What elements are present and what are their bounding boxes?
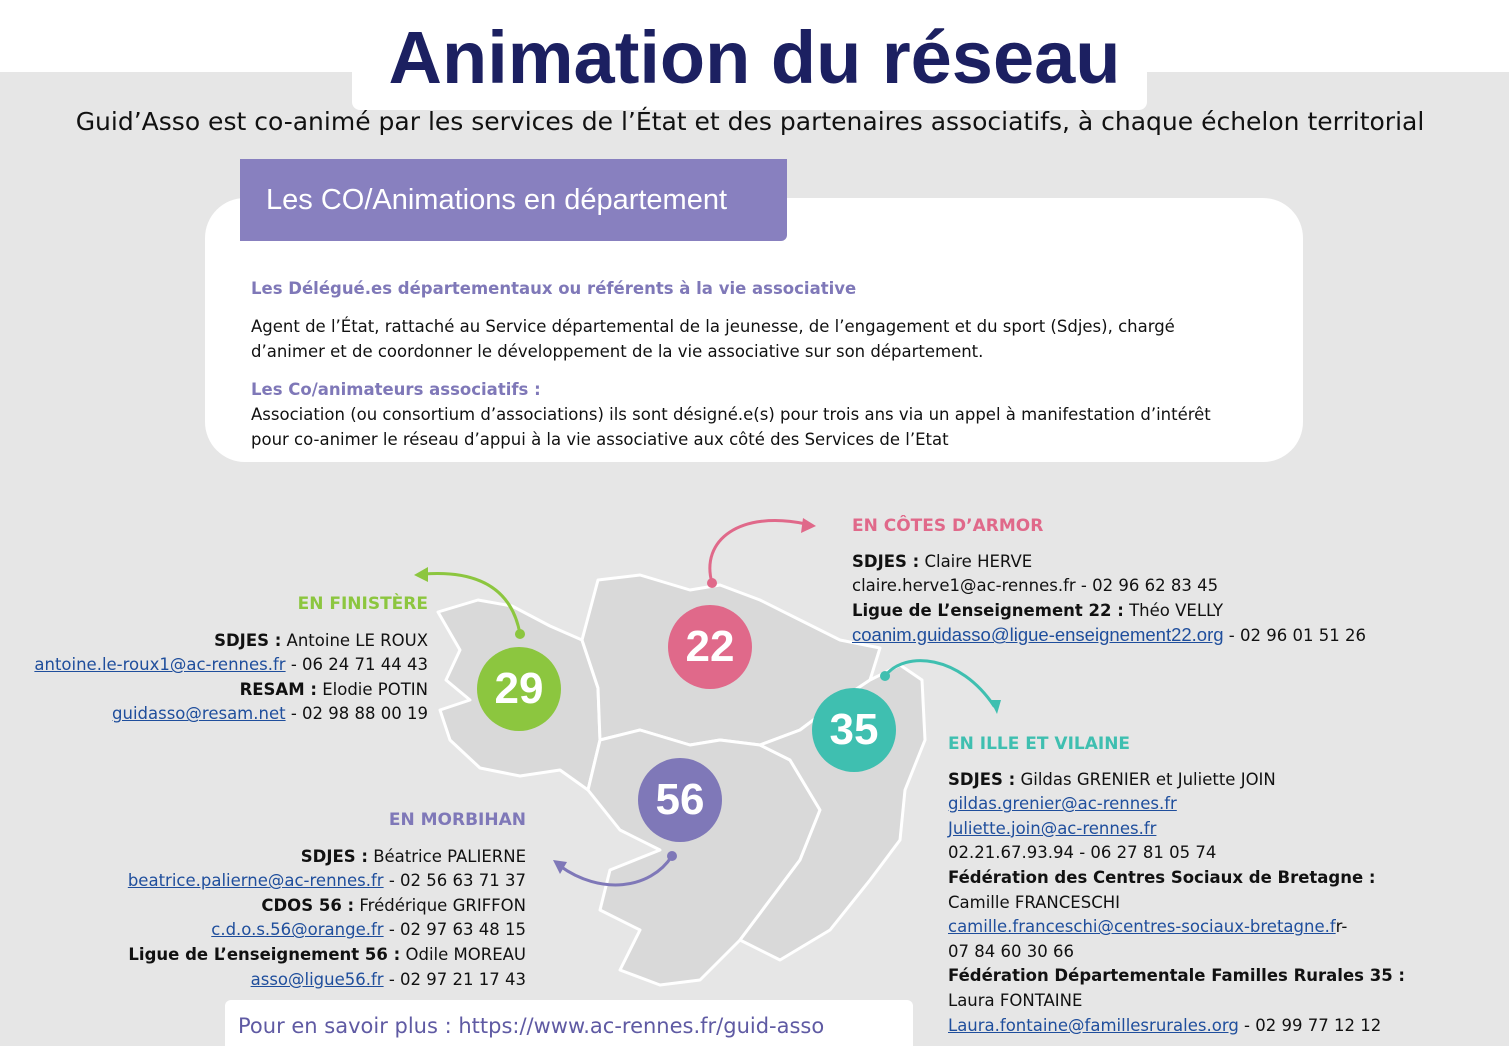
cotes-arrow: [708, 519, 808, 585]
email-link[interactable]: guidasso@resam.net: [112, 704, 286, 724]
cotes-contacts: EN CÔTES D’ARMOR SDJES : Claire HERVE cl…: [852, 514, 1366, 649]
morbihan-arrow: [558, 854, 674, 887]
delegues-text-line1: Agent de l’État, rattaché au Service dép…: [251, 317, 1175, 336]
ille-arrowhead: [990, 700, 1001, 714]
footer-more-info[interactable]: Pour en savoir plus : https://www.ac-ren…: [225, 1000, 913, 1046]
arrows: [414, 518, 1001, 887]
email-link[interactable]: c.d.o.s.56@orange.fr: [211, 920, 384, 940]
badge-35: 35: [812, 688, 896, 772]
phone: - 02 97 63 48 15: [383, 920, 526, 940]
finistere-arrow-dot: [515, 629, 525, 639]
badge-56: 56: [638, 758, 722, 842]
resam-name: Elodie POTIN: [316, 679, 428, 699]
resam-label: RESAM :: [239, 679, 317, 699]
email-link[interactable]: asso@ligue56.fr: [250, 969, 384, 989]
morbihan-arrow-dot: [667, 851, 677, 861]
email-link-gildas[interactable]: gildas.grenier@ac-rennes.fr: [948, 794, 1177, 814]
phone: - 02 98 88 00 19: [285, 704, 428, 724]
email-link[interactable]: coanim.guidasso@ligue-enseignement22.org: [852, 624, 1224, 646]
finistere-arrowhead: [414, 567, 428, 582]
email-link-camille[interactable]: camille.franceschi@centres-sociaux-breta…: [948, 917, 1336, 937]
ille-contacts: EN ILLE ET VILAINE SDJES : Gildas GRENIE…: [948, 732, 1405, 1038]
ffr-name: Laura FONTAINE: [948, 990, 1083, 1010]
cdos-name: Frédérique GRIFFON: [354, 895, 526, 915]
finistere-arrow: [422, 572, 522, 636]
finistere-heading: EN FINISTÈRE: [297, 594, 428, 614]
morbihan-ligue: Ligue de L’enseignement 56 : Odile MOREA…: [128, 943, 526, 968]
ille-arrow: [883, 659, 996, 708]
finistere-resam-contact: guidasso@resam.net - 02 98 88 00 19: [34, 702, 428, 727]
morbihan-sdjes-contact: beatrice.palierne@ac-rennes.fr - 02 56 6…: [128, 869, 526, 894]
morbihan-arrowhead: [553, 860, 567, 874]
sdjes-name: Antoine LE ROUX: [281, 630, 428, 650]
finistere-sdjes: SDJES : Antoine LE ROUX: [34, 629, 428, 654]
finistere-contacts: EN FINISTÈRE SDJES : Antoine LE ROUX ant…: [34, 592, 428, 727]
ille-sdjes: SDJES : Gildas GRENIER et Juliette JOIN: [948, 768, 1405, 793]
cdos-label: CDOS 56 :: [261, 895, 355, 915]
title-backdrop: [352, 10, 1147, 110]
morbihan-heading: EN MORBIHAN: [388, 810, 526, 830]
sdjes-label: SDJES :: [948, 769, 1016, 789]
finistere-resam: RESAM : Elodie POTIN: [34, 678, 428, 703]
intro-card: [205, 198, 1303, 462]
morbihan-cdos: CDOS 56 : Frédérique GRIFFON: [128, 894, 526, 919]
cotes-sdjes: SDJES : Claire HERVE: [852, 550, 1366, 575]
cotes-arrowhead: [801, 518, 816, 533]
ligue-name: Théo VELLY: [1123, 600, 1224, 620]
phone: - 06 24 71 44 43: [285, 655, 428, 675]
email-link[interactable]: beatrice.palierne@ac-rennes.fr: [127, 871, 384, 891]
ille-heading: EN ILLE ET VILAINE: [948, 734, 1131, 754]
phone: - 02 97 21 17 43: [383, 969, 526, 989]
phone: - 02 96 01 51 26: [1223, 626, 1366, 646]
fcs-label: Fédération des Centres Sociaux de Bretag…: [948, 867, 1376, 887]
fcs-phone: 07 84 60 30 66: [948, 941, 1074, 961]
phone: - 02 99 77 12 12: [1238, 1015, 1382, 1035]
delegues-heading: Les Délégué.es départementaux ou référen…: [251, 279, 857, 298]
coanimateurs-text-line2: pour co-animer le réseau d’appui à la vi…: [251, 430, 949, 449]
sdjes-label: SDJES :: [214, 630, 282, 650]
ligue-label: Ligue de L’enseignement 22 :: [852, 600, 1124, 620]
page-title: Animation du réseau: [388, 16, 1121, 99]
cotes-heading: EN CÔTES D’ARMOR: [852, 516, 1044, 536]
fcs-email-tail: r-: [1335, 917, 1348, 937]
coanimateurs-text-line1: Association (ou consortium d’association…: [251, 405, 1211, 424]
coanimateurs-heading: Les Co/animateurs associatifs :: [251, 380, 541, 399]
ille-phones: 02.21.67.93.94 - 06 27 81 05 74: [948, 843, 1217, 863]
email-link-laura[interactable]: Laura.fontaine@famillesrurales.org: [948, 1015, 1239, 1035]
morbihan-contacts: EN MORBIHAN SDJES : Béatrice PALIERNE be…: [128, 808, 526, 992]
cotes-ligue-contact: coanim.guidasso@ligue-enseignement22.org…: [852, 623, 1366, 649]
sdjes-name: Béatrice PALIERNE: [367, 846, 526, 866]
email-link-juliette[interactable]: Juliette.join@ac-rennes.fr: [948, 818, 1157, 838]
delegues-text-line2: d’animer et de coordonner le développeme…: [251, 342, 984, 361]
phone: - 02 56 63 71 37: [383, 871, 526, 891]
email-link[interactable]: antoine.le-roux1@ac-rennes.fr: [34, 655, 286, 675]
ligue-name: Odile MOREAU: [400, 944, 526, 964]
sdjes-name: Gildas GRENIER et Juliette JOIN: [1015, 769, 1276, 789]
ligue-label: Ligue de L’enseignement 56 :: [128, 944, 401, 964]
morbihan-ligue-contact: asso@ligue56.fr - 02 97 21 17 43: [128, 968, 526, 993]
sdjes-label: SDJES :: [300, 846, 368, 866]
page-subtitle: Guid’Asso est co-animé par les services …: [75, 107, 1425, 136]
cotes-ligue: Ligue de L’enseignement 22 : Théo VELLY: [852, 599, 1366, 624]
cotes-sdjes-contact: claire.herve1@ac-rennes.fr - 02 96 62 83…: [852, 576, 1219, 596]
fcs-name: Camille FRANCESCHI: [948, 892, 1120, 912]
morbihan-sdjes: SDJES : Béatrice PALIERNE: [128, 845, 526, 870]
sdjes-name: Claire HERVE: [919, 551, 1033, 571]
cotes-arrow-dot: [707, 578, 717, 588]
ffr-label: Fédération Départementale Familles Rural…: [948, 966, 1406, 986]
badge-29: 29: [477, 647, 561, 731]
finistere-sdjes-contact: antoine.le-roux1@ac-rennes.fr - 06 24 71…: [34, 653, 428, 678]
section-tab: Les CO/Animations en département: [240, 159, 787, 241]
badge-22: 22: [668, 605, 752, 689]
sdjes-label: SDJES :: [852, 551, 920, 571]
ille-arrow-dot: [880, 671, 890, 681]
morbihan-cdos-contact: c.d.o.s.56@orange.fr - 02 97 63 48 15: [128, 918, 526, 943]
